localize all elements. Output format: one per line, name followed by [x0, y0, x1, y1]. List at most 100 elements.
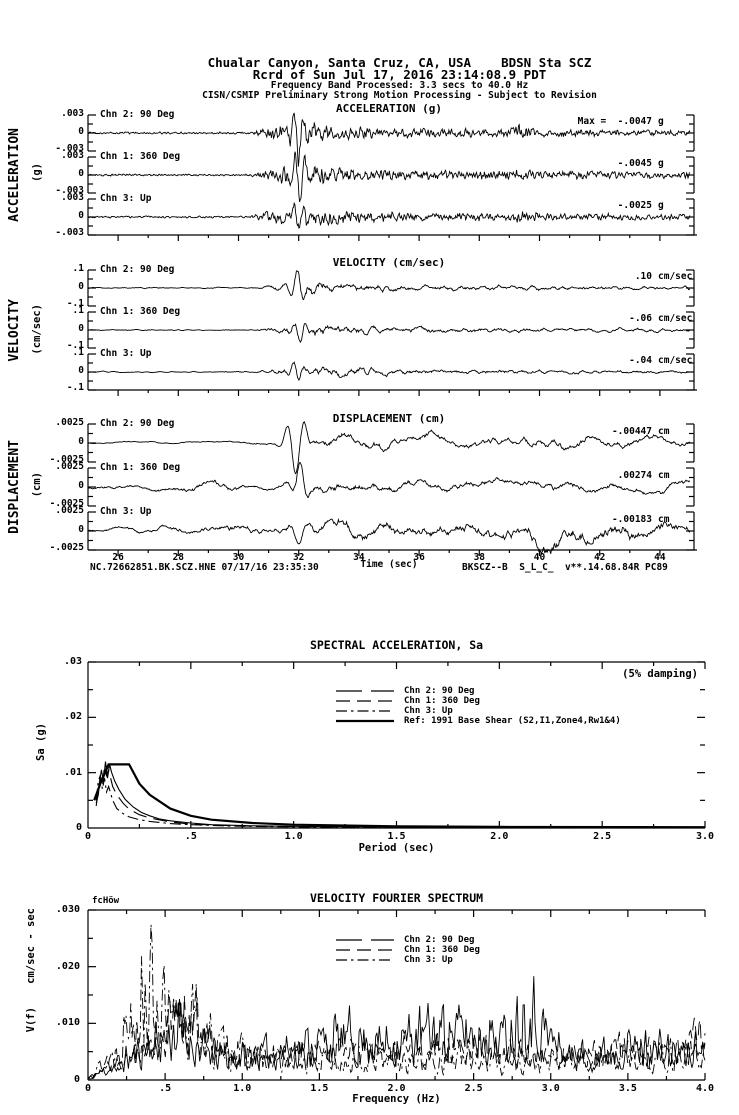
displacement-ch0-peak-unit: cm	[658, 426, 670, 437]
velocity-ch0-peak-value: .10	[634, 271, 652, 282]
fourier-xtick-label: 1.5	[310, 1083, 329, 1094]
acceleration-ch1-ytick-zero: 0	[78, 168, 84, 179]
velocity-ch1-ytick-zero: 0	[78, 323, 84, 334]
velocity-channel-0-label: Chn 2: 90 Deg	[100, 264, 175, 275]
sa-series-2	[95, 775, 706, 829]
record-id-footer: NC.72662851.BK.SCZ.HNE 07/17/16 23:35:30	[90, 562, 319, 573]
displacement-ch2-trace	[87, 517, 691, 555]
velocity-axis-label: VELOCITY	[7, 299, 22, 362]
acceleration-ch2-trace	[87, 201, 691, 229]
sa-ytick-label: .02	[63, 711, 82, 723]
processing-code-footer: BKSCZ--B S_L_C_ v**.14.68.84R PC89	[462, 562, 668, 573]
velocity-ch1-peak-value: -.06	[629, 313, 652, 324]
time-tick-label: 36	[413, 552, 425, 563]
sa-xtick-label: 1.5	[387, 831, 406, 842]
time-tick-label: 44	[654, 552, 666, 563]
displacement-ch2-ytick-top: .0025	[55, 505, 84, 516]
fourier-xtick-label: .5	[159, 1083, 172, 1094]
fourier-ytick-label: .020	[55, 960, 80, 972]
acceleration-ch2-peak-value: -.0025	[617, 200, 652, 211]
sa-xtick-label: .5	[184, 831, 197, 842]
acceleration-ch0-ytick-top: .003	[61, 108, 84, 119]
velocity-ch1-ytick-top: .1	[72, 305, 84, 316]
acceleration-ch2-ytick-top: .003	[61, 192, 84, 203]
fourier-xtick-label: 4.0	[695, 1083, 715, 1094]
time-tick-label: 32	[292, 552, 305, 563]
time-tick-label: 42	[593, 552, 606, 563]
displacement-panel-title: DISPLACEMENT (cm)	[332, 412, 446, 425]
sa-xtick-label: 3.0	[695, 831, 715, 842]
time-axis-label: Time (sec)	[360, 559, 418, 570]
velocity-ch2-peak-value: -.04	[629, 355, 652, 366]
acceleration-channel-2-label: Chn 3: Up	[100, 193, 152, 204]
sa-series-3	[93, 763, 706, 829]
displacement-ch0-ytick-bottom: -.0025	[49, 454, 84, 465]
time-tick-label: 38	[473, 552, 486, 563]
velocity-channel-1-label: Chn 1: 360 Deg	[100, 306, 181, 317]
velocity-ch2-peak-unit: cm/sec	[658, 355, 693, 366]
acceleration-ch1-ytick-top: .003	[61, 150, 84, 161]
acceleration-ch2-ytick-zero: 0	[78, 210, 84, 221]
acceleration-ch1-peak-value: -.0045	[617, 158, 652, 169]
velocity-ch1-ytick-bottom: -.1	[66, 340, 84, 351]
acceleration-ch0-trace	[87, 112, 691, 167]
acceleration-axis-label: ACCELERATION	[7, 128, 22, 222]
sa-ytick-label: .01	[63, 766, 82, 778]
acceleration-ch2-peak-unit: g	[658, 200, 664, 211]
fourier-x-axis-label: Frequency (Hz)	[352, 1093, 441, 1105]
displacement-ch2-ytick-bottom: -.0025	[49, 542, 84, 553]
sa-ytick-label: .03	[63, 656, 82, 667]
fourier-xtick-label: 3.0	[541, 1083, 560, 1094]
frequency-band-note: Frequency Band Processed: 3.3 secs to 40…	[270, 80, 529, 91]
sa-x-axis-label: Period (sec)	[358, 842, 435, 854]
fourier-y-axis-unit: cm/sec - sec	[25, 908, 37, 984]
sa-legend-label: Ref: 1991 Base Shear (S2,I1,Zone4,Rw1&4)	[404, 716, 621, 726]
acceleration-ch1-peak-unit: g	[658, 158, 664, 169]
displacement-ch2-ytick-zero: 0	[78, 524, 84, 535]
fourier-legend-label: Chn 2: 90 Deg	[404, 935, 475, 945]
acceleration-ch0-ytick-zero: 0	[78, 126, 84, 137]
time-tick-label: 30	[232, 552, 245, 563]
sa-legend-label: Chn 1: 360 Deg	[404, 696, 480, 706]
acceleration-ch2-ytick-bottom: -.003	[55, 227, 84, 238]
acceleration-channel-0-label: Chn 2: 90 Deg	[100, 109, 175, 120]
fourier-xtick-label: 2.0	[387, 1083, 406, 1094]
velocity-ch0-ytick-top: .1	[72, 263, 84, 274]
sa-series-1	[95, 765, 706, 829]
displacement-channel-2-label: Chn 3: Up	[100, 506, 152, 517]
displacement-ch1-peak-unit: cm	[658, 470, 670, 481]
velocity-ch2-ytick-bottom: -.1	[66, 382, 84, 393]
velocity-ch0-peak-unit: cm/sec	[658, 271, 693, 282]
acceleration-ch0-peak-value: Max = -.0047	[577, 116, 652, 127]
fourier-legend-label: Chn 3: Up	[404, 955, 453, 965]
sa-legend-label: Chn 2: 90 Deg	[404, 686, 475, 696]
sa-legend-label: Chn 3: Up	[404, 706, 453, 716]
displacement-axis-label: DISPLACEMENT	[7, 440, 22, 534]
sa-y-axis-label: Sa (g)	[35, 723, 47, 761]
velocity-ch2-trace	[87, 361, 691, 382]
sa-chart-title: SPECTRAL ACCELERATION, Sa	[309, 638, 484, 652]
record-title: Chualar Canyon, Santa Cruz, CA, USA BDSN…	[207, 55, 592, 70]
velocity-ch1-trace	[87, 322, 691, 344]
fourier-ytick-label: 0	[73, 1074, 80, 1085]
fourier-ytick-label: .010	[55, 1017, 80, 1029]
displacement-ch1-ytick-top: .0025	[55, 461, 84, 472]
sa-ytick-label: 0	[75, 822, 82, 833]
fourier-xtick-label: 0	[84, 1083, 92, 1094]
filter-corner-label: fcHöw	[92, 896, 120, 906]
record-datetime: Rcrd of Sun Jul 17, 2016 23:14:08.9 PDT	[252, 67, 547, 82]
fourier-series-0	[87, 976, 706, 1079]
acceleration-panel-title: ACCELERATION (g)	[336, 102, 442, 115]
displacement-ch0-ytick-top: .0025	[55, 417, 84, 428]
fourier-xtick-label: 1.0	[233, 1083, 252, 1094]
fourier-ytick-label: .030	[55, 904, 80, 915]
acceleration-ch0-peak-unit: g	[658, 116, 664, 127]
fourier-chart-title: VELOCITY FOURIER SPECTRUM	[309, 891, 484, 905]
processing-disclaimer: CISN/CSMIP Preliminary Strong Motion Pro…	[202, 90, 597, 101]
displacement-ch0-ytick-zero: 0	[78, 436, 84, 447]
velocity-ch2-ytick-zero: 0	[78, 365, 84, 376]
displacement-ch1-ytick-zero: 0	[78, 480, 84, 491]
fourier-xtick-label: 3.5	[618, 1083, 637, 1094]
velocity-channel-2-label: Chn 3: Up	[100, 348, 152, 359]
velocity-ch0-ytick-bottom: -.1	[66, 298, 84, 309]
